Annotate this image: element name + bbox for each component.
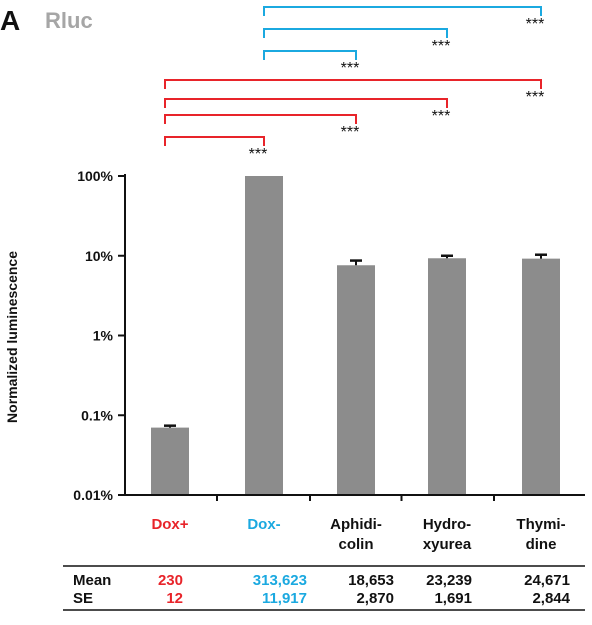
significance-stars: *** xyxy=(249,146,268,163)
chart-title: Rluc xyxy=(45,8,93,33)
table-cell: 11,917 xyxy=(262,590,307,607)
significance-stars: *** xyxy=(432,108,451,125)
significance-stars: *** xyxy=(526,89,545,106)
x-tick-label: Hydro- xyxy=(423,516,471,533)
table-cell: 2,844 xyxy=(532,590,570,607)
error-bars-layer xyxy=(164,253,547,428)
significance-bracket xyxy=(263,6,542,16)
bar xyxy=(151,427,189,495)
x-tick-label: Aphidi- xyxy=(330,516,382,533)
table-row-label: Mean xyxy=(73,572,111,589)
y-tick-label: 1% xyxy=(93,328,114,344)
y-tick-label: 0.1% xyxy=(81,407,113,423)
table-cell: 230 xyxy=(158,572,183,589)
table-cell: 18,653 xyxy=(348,572,394,589)
significance-stars: *** xyxy=(432,38,451,55)
significance-bracket xyxy=(164,114,357,124)
y-tick-label: 0.01% xyxy=(73,487,113,503)
x-tick-labels: Dox+ Dox- Aphidi-colin Hydro-xyurea Thymi-di… xyxy=(151,516,565,553)
y-tick-label: 100% xyxy=(77,168,113,184)
axes-layer: 0.01% 0.1% 1% 10% 100% xyxy=(73,168,585,503)
x-tick-label: Dox- xyxy=(247,516,280,533)
table-cell: 313,623 xyxy=(253,572,307,589)
x-tick-label: colin xyxy=(338,536,373,553)
bar xyxy=(245,176,283,495)
table-cell: 24,671 xyxy=(524,572,570,589)
significance-stars: *** xyxy=(341,60,360,77)
table-cell: 2,870 xyxy=(356,590,394,607)
x-tick-label: dine xyxy=(526,536,557,553)
y-axis-label: Normalized luminescence xyxy=(4,251,20,423)
bars-layer xyxy=(151,176,560,495)
x-tick-label: xyurea xyxy=(423,536,472,553)
table-cell: 12 xyxy=(166,590,183,607)
significance-bracket xyxy=(164,98,448,108)
significance-bracket xyxy=(263,28,448,38)
x-tick-label: Dox+ xyxy=(151,516,188,533)
significance-bracket xyxy=(164,79,542,89)
y-tick-label: 10% xyxy=(85,248,114,264)
significance-bracket xyxy=(263,50,357,60)
bar xyxy=(522,258,560,495)
significance-bracket xyxy=(164,136,265,146)
table-cell: 1,691 xyxy=(434,590,472,607)
bar xyxy=(428,258,466,495)
table-row-label: SE xyxy=(73,590,93,607)
significance-stars: *** xyxy=(526,16,545,33)
panel-letter: A xyxy=(0,5,20,36)
significance-stars: *** xyxy=(341,124,360,141)
significance-brackets: *** *** *** *** *** *** *** xyxy=(164,6,545,163)
stats-table: Mean 230 313,623 18,653 23,239 24,671 SE 12 11,9… xyxy=(63,565,585,611)
bar xyxy=(337,265,375,495)
table-cell: 23,239 xyxy=(426,572,472,589)
x-tick-label: Thymi- xyxy=(516,516,565,533)
